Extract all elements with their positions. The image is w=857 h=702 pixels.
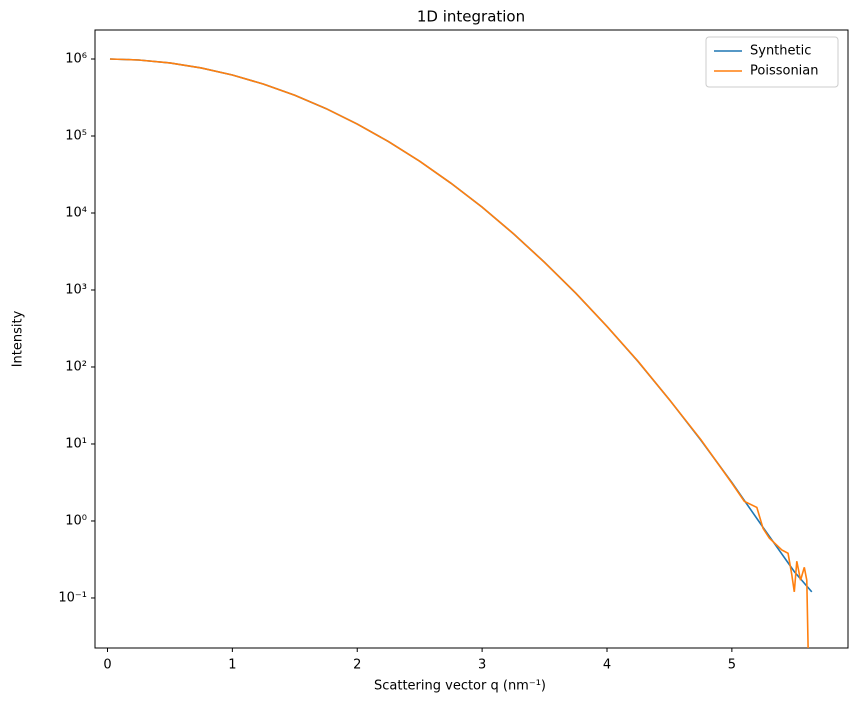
x-tick-label: 0 bbox=[103, 658, 111, 673]
chart-title: 1D integration bbox=[417, 8, 525, 26]
data-line bbox=[109, 58, 813, 593]
x-tick-label: 2 bbox=[353, 658, 361, 673]
x-tick-label: 1 bbox=[228, 658, 236, 673]
legend-box bbox=[705, 36, 839, 88]
y-tick-label: 10² bbox=[65, 359, 87, 374]
x-axis-label: Scattering vector q (nm⁻¹) bbox=[374, 679, 546, 694]
y-tick-label: 10⁶ bbox=[65, 51, 87, 66]
y-tick-label: 10³ bbox=[65, 282, 87, 297]
y-tick-label: 10¹ bbox=[65, 436, 87, 451]
plot-frame bbox=[94, 29, 849, 649]
y-tick-label: 10⁰ bbox=[65, 513, 87, 528]
x-tick-label: 5 bbox=[728, 658, 736, 673]
y-axis-label: Intensity bbox=[11, 310, 26, 367]
legend-label: Synthetic bbox=[750, 44, 811, 59]
legend-label: Poissonian bbox=[750, 64, 819, 79]
y-tick-label: 10⁻¹ bbox=[58, 590, 87, 605]
plot-area bbox=[109, 58, 813, 648]
y-tick-label: 10⁴ bbox=[65, 205, 87, 220]
data-line bbox=[109, 58, 809, 648]
y-tick-label: 10⁵ bbox=[65, 128, 87, 143]
x-tick-label: 4 bbox=[603, 658, 611, 673]
x-tick-label: 3 bbox=[478, 658, 486, 673]
